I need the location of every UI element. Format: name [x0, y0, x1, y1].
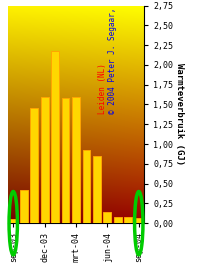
Bar — [9, 219, 17, 223]
Bar — [83, 150, 90, 223]
Bar — [72, 97, 80, 223]
Text: Leiden (NL): Leiden (NL) — [98, 63, 107, 114]
Text: © 2004 Peter J. Segaar,: © 2004 Peter J. Segaar, — [108, 8, 117, 114]
Bar — [103, 212, 111, 223]
Bar — [93, 156, 101, 223]
Bar — [62, 98, 69, 223]
Bar — [114, 217, 122, 223]
Bar — [135, 218, 143, 223]
Bar — [124, 217, 132, 223]
Bar — [20, 190, 28, 223]
Bar — [51, 51, 59, 223]
Bar — [41, 97, 49, 223]
Bar — [30, 109, 38, 223]
Y-axis label: Warmteverbruik (GJ): Warmteverbruik (GJ) — [175, 63, 184, 165]
